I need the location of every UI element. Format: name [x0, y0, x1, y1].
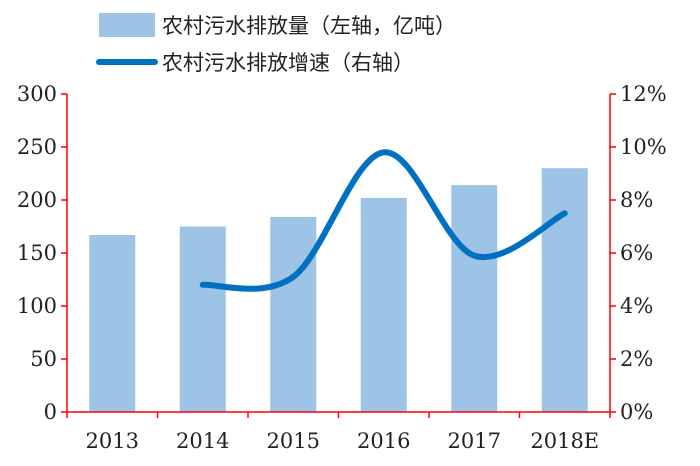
legend-label-growth: 农村污水排放增速（右轴） — [162, 51, 414, 75]
y-left-tick-250: 250 — [17, 135, 57, 159]
legend: 农村污水排放量（左轴，亿吨） 农村污水排放增速（右轴） — [96, 13, 456, 75]
bar-2013 — [89, 234, 136, 412]
y-right-tick-6: 12% — [620, 82, 667, 106]
bar-2017 — [451, 185, 498, 412]
y-right-tick-0: 0% — [620, 400, 653, 424]
x-tick-2017: 2017 — [448, 429, 501, 453]
y-left-tick-200: 200 — [17, 188, 57, 212]
y-right-tick-2: 4% — [620, 294, 653, 318]
y-right-tick-5: 10% — [620, 135, 667, 159]
x-tick-2013: 2013 — [86, 429, 139, 453]
y-left-tick-0: 0 — [44, 400, 57, 424]
y-left-tick-150: 150 — [17, 241, 57, 265]
bar-2014 — [179, 226, 226, 412]
y-right-tick-1: 2% — [620, 347, 653, 371]
legend-swatch-volume — [99, 13, 155, 37]
bar-2015 — [270, 216, 317, 412]
bar-2016 — [360, 197, 407, 412]
y-left-tick-50: 50 — [30, 347, 57, 371]
x-tick-2015: 2015 — [267, 429, 320, 453]
x-tick-2016: 2016 — [357, 429, 410, 453]
legend-item-growth: 农村污水排放增速（右轴） — [96, 51, 414, 75]
y-right-tick-3: 6% — [620, 241, 653, 265]
x-tick-2014: 2014 — [176, 429, 229, 453]
legend-item-volume: 农村污水排放量（左轴，亿吨） — [99, 13, 456, 38]
y-left-tick-300: 300 — [17, 82, 57, 106]
growth-line — [199, 149, 568, 292]
plot-area: 0 50 100 150 200 250 300 0% 2% 4% 6% 8% 10% 12% 2013 20… — [17, 82, 667, 453]
y-right-tick-4: 8% — [620, 188, 653, 212]
y-left-tick-100: 100 — [17, 294, 57, 318]
bar-2018E — [541, 168, 588, 412]
x-tick-2018E: 2018E — [530, 429, 599, 453]
legend-label-volume: 农村污水排放量（左轴，亿吨） — [162, 14, 456, 38]
